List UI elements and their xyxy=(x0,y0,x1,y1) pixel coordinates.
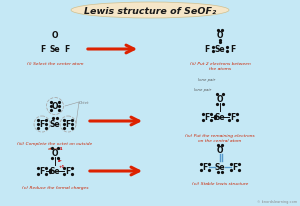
Text: F: F xyxy=(232,163,238,172)
Text: F: F xyxy=(65,120,70,129)
Text: O: O xyxy=(217,95,223,104)
Text: Se: Se xyxy=(215,45,225,54)
Text: (i) Select the center atom: (i) Select the center atom xyxy=(27,62,83,66)
Text: F: F xyxy=(204,113,210,122)
Text: F: F xyxy=(230,45,236,54)
Text: Se: Se xyxy=(50,45,60,54)
Text: F: F xyxy=(39,167,45,176)
Text: © knordslearning.com: © knordslearning.com xyxy=(257,199,297,203)
Text: O: O xyxy=(52,31,58,40)
Text: F: F xyxy=(230,113,236,122)
Text: O: O xyxy=(52,149,58,158)
Text: F: F xyxy=(40,45,46,54)
Text: F: F xyxy=(64,45,70,54)
Text: (iv) Put the remaining electrons
on the central atom: (iv) Put the remaining electrons on the … xyxy=(185,133,255,142)
Text: (ii) Put 2 electrons between
the atoms: (ii) Put 2 electrons between the atoms xyxy=(190,62,250,70)
Text: F: F xyxy=(202,163,208,172)
Text: (vi) Stable lewis structure: (vi) Stable lewis structure xyxy=(192,181,248,185)
Text: F: F xyxy=(65,167,70,176)
Text: +1: +1 xyxy=(59,164,65,168)
Text: O: O xyxy=(217,146,223,155)
Text: (v) Reduce the formal charges: (v) Reduce the formal charges xyxy=(22,185,88,189)
Text: O: O xyxy=(52,102,58,111)
Text: (iii) Complete the octet on outside
atoms: (iii) Complete the octet on outside atom… xyxy=(17,141,93,150)
Text: Se: Se xyxy=(215,113,225,122)
Text: Se: Se xyxy=(50,167,60,176)
Text: F: F xyxy=(39,120,45,129)
Text: lone pair: lone pair xyxy=(198,78,215,82)
Text: O: O xyxy=(217,31,223,40)
Text: Se: Se xyxy=(50,120,60,129)
Text: -1: -1 xyxy=(59,146,63,150)
Text: lone pair: lone pair xyxy=(194,88,211,91)
Text: Octet: Octet xyxy=(79,101,89,104)
Ellipse shape xyxy=(71,3,229,19)
Text: Se: Se xyxy=(215,163,225,172)
Text: Lewis structure of SeOF₂: Lewis structure of SeOF₂ xyxy=(84,6,216,15)
Text: F: F xyxy=(204,45,210,54)
